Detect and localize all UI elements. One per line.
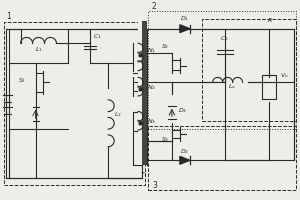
Text: $N_1$: $N_1$ <box>147 46 156 55</box>
Text: 3: 3 <box>152 181 157 190</box>
Text: $L_1$: $L_1$ <box>34 45 42 54</box>
Text: $D_2$: $D_2$ <box>180 148 189 156</box>
Text: $D_3$: $D_3$ <box>178 107 187 115</box>
Text: $L_o$: $L_o$ <box>228 82 236 91</box>
Text: $D_1$: $D_1$ <box>180 14 189 23</box>
Polygon shape <box>180 25 190 33</box>
Text: $S_2$: $S_2$ <box>161 42 169 51</box>
Bar <box>138 21 142 165</box>
Text: 2: 2 <box>152 2 157 11</box>
Text: $S_3$: $S_3$ <box>161 135 169 144</box>
Text: $N_3$: $N_3$ <box>147 117 156 126</box>
Text: $T_1$: $T_1$ <box>140 170 148 179</box>
Polygon shape <box>180 156 190 164</box>
Text: $L_2$: $L_2$ <box>114 110 122 119</box>
Bar <box>262 75 276 99</box>
Text: 1: 1 <box>7 12 11 21</box>
Text: $N_2$: $N_2$ <box>147 83 156 92</box>
Bar <box>142 21 147 165</box>
Text: $V_o$: $V_o$ <box>280 71 289 80</box>
Text: $C_1$: $C_1$ <box>93 32 102 41</box>
Text: $S_1$: $S_1$ <box>18 76 27 85</box>
Text: $C_2$: $C_2$ <box>220 34 229 43</box>
Text: $R$: $R$ <box>267 16 272 24</box>
